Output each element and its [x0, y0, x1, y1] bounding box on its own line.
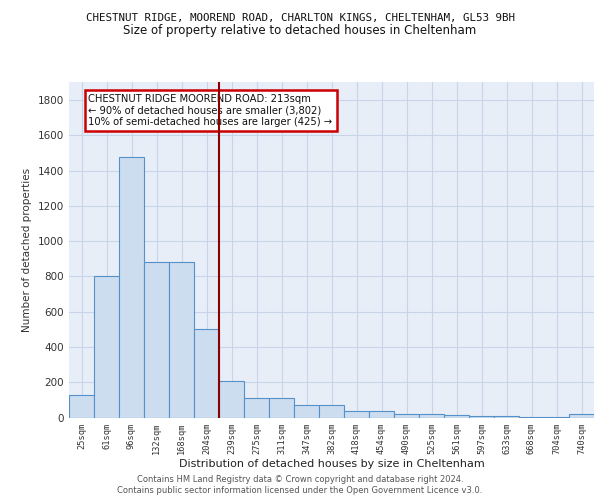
X-axis label: Distribution of detached houses by size in Cheltenham: Distribution of detached houses by size … [179, 460, 484, 469]
Bar [244, 398, 269, 417]
Bar [144, 262, 169, 418]
Bar [494, 416, 519, 418]
Bar [369, 412, 394, 418]
Bar [519, 416, 544, 418]
Bar [269, 398, 294, 417]
Bar [94, 276, 119, 418]
Text: Size of property relative to detached houses in Cheltenham: Size of property relative to detached ho… [124, 24, 476, 37]
Text: CHESTNUT RIDGE, MOOREND ROAD, CHARLTON KINGS, CHELTENHAM, GL53 9BH: CHESTNUT RIDGE, MOOREND ROAD, CHARLTON K… [86, 12, 515, 22]
Bar [169, 262, 194, 418]
Bar [294, 405, 319, 417]
Bar [569, 414, 594, 418]
Bar [344, 412, 369, 418]
Bar [194, 330, 219, 418]
Bar [319, 405, 344, 417]
Bar [69, 394, 94, 417]
Bar [469, 416, 494, 418]
Y-axis label: Number of detached properties: Number of detached properties [22, 168, 32, 332]
Text: CHESTNUT RIDGE MOOREND ROAD: 213sqm
← 90% of detached houses are smaller (3,802): CHESTNUT RIDGE MOOREND ROAD: 213sqm ← 90… [89, 94, 332, 127]
Bar [544, 416, 569, 418]
Bar [119, 156, 144, 418]
Bar [219, 382, 244, 418]
Bar [444, 415, 469, 418]
Bar [419, 414, 444, 418]
Text: Contains public sector information licensed under the Open Government Licence v3: Contains public sector information licen… [118, 486, 482, 495]
Bar [394, 414, 419, 418]
Text: Contains HM Land Registry data © Crown copyright and database right 2024.: Contains HM Land Registry data © Crown c… [137, 475, 463, 484]
